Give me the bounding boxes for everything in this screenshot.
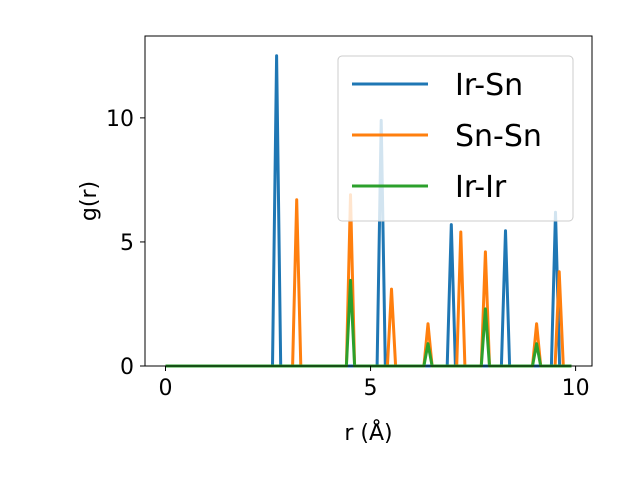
y-axis-label: g(r) <box>77 181 102 221</box>
axis-ticks: 0 5 10 0 5 10 <box>106 107 590 401</box>
plot-frame <box>144 35 593 367</box>
legend-label-sn-sn: Sn-Sn <box>455 119 542 154</box>
x-tick-label: 5 <box>364 376 378 401</box>
legend-items: Ir-Sn Sn-Sn Ir-Ir <box>352 68 542 205</box>
legend-box <box>337 55 574 222</box>
legend-label-ir-sn: Ir-Sn <box>455 68 523 103</box>
legend: Ir-Sn Sn-Sn Ir-Ir <box>337 55 574 222</box>
x-tick-label: 0 <box>159 376 173 401</box>
x-axis-label: r (Å) <box>344 419 392 446</box>
y-tick-label: 10 <box>106 107 134 132</box>
x-tick-label: 10 <box>562 376 590 401</box>
legend-label-ir-ir: Ir-Ir <box>455 170 507 205</box>
y-tick-label: 5 <box>120 231 134 256</box>
y-tick-label: 0 <box>120 355 134 380</box>
